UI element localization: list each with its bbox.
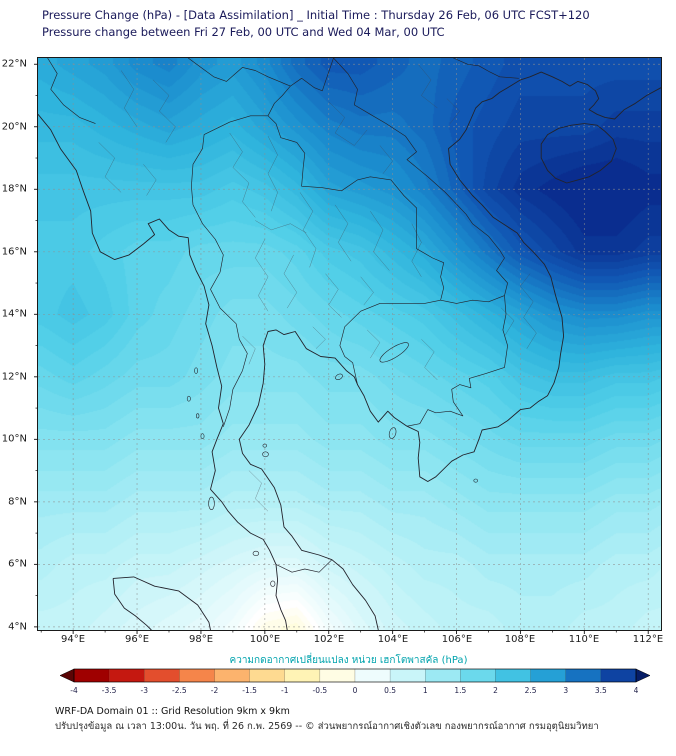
y-axis: 22°N 20°N 18°N 16°N 14°N 12°N 10°N 8°N 6°N 4°N (0, 58, 34, 633)
colorbar-tick-label: -2 (211, 686, 219, 695)
colorbar-tick-label: -4 (70, 686, 78, 695)
page-title: Pressure Change (hPa) - [Data Assimilati… (42, 8, 590, 22)
x-tick-label: 98°E (188, 634, 214, 645)
map-frame (34, 57, 662, 634)
figure-footer: WRF-DA Domain 01 :: Grid Resolution 9km … (55, 704, 599, 734)
footer-credit: ปรับปรุงข้อมูล ณ เวลา 13:00น. วัน พฤ. ที… (55, 721, 599, 732)
x-tick-label: 104°E (377, 634, 409, 645)
footer-domain-info: WRF-DA Domain 01 :: Grid Resolution 9km … (55, 706, 290, 717)
colorbar-tick-label: 2.5 (525, 686, 537, 695)
colorbar-tick-label: 1.5 (454, 686, 466, 695)
x-tick-label: 110°E (568, 634, 600, 645)
colorbar-tick-label: 0.5 (384, 686, 396, 695)
colorbar-tick-label: 4 (634, 686, 639, 695)
x-tick-label: 112°E (632, 634, 664, 645)
x-tick-label: 96°E (124, 634, 150, 645)
y-tick-label: 16°N (1, 246, 27, 258)
x-tick-label: 102°E (313, 634, 345, 645)
y-tick-label: 4°N (8, 621, 27, 633)
pressure-field-canvas (38, 58, 661, 630)
colorbar-label: ความกดอากาศเปลี่ยนแปลง หน่วย เฮกโตพาสคัล… (229, 655, 468, 666)
colorbar-tick-label: -3 (141, 686, 149, 695)
x-tick-label: 106°E (441, 634, 473, 645)
y-tick-label: 18°N (1, 183, 27, 195)
x-tick-label: 94°E (60, 634, 86, 645)
colorbar-tick-label: -2.5 (172, 686, 187, 695)
figure-header: Pressure Change (hPa) - [Data Assimilati… (42, 7, 590, 41)
colorbar-tick-label: -1.5 (242, 686, 257, 695)
y-tick-label: 20°N (1, 121, 27, 133)
y-tick-label: 10°N (1, 433, 27, 445)
colorbar-tick-label: -1 (281, 686, 289, 695)
colorbar-tick-label: 2 (493, 686, 498, 695)
x-tick-label: 108°E (504, 634, 536, 645)
x-tick-label: 100°E (249, 634, 281, 645)
colorbar-tick-label: -3.5 (102, 686, 117, 695)
y-tick-label: 12°N (1, 371, 27, 383)
y-tick-label: 6°N (8, 558, 27, 570)
page-subtitle: Pressure change between Fri 27 Feb, 00 U… (42, 25, 445, 39)
colorbar-tick-label: 3 (563, 686, 568, 695)
map-overlay-svg (34, 57, 662, 634)
y-tick-label: 14°N (1, 308, 27, 320)
y-tick-label: 22°N (1, 58, 27, 70)
colorbar-tick-label: -0.5 (313, 686, 328, 695)
colorbar-svg: -4 -3.5 -3 -2.5 -2 -1.5 -1 -0.5 0 0.5 1 1.5 2 2.5 3 3.5… (59, 668, 651, 695)
colorbar-tick-label: 1 (423, 686, 428, 695)
colorbar-tick-label: 0 (353, 686, 358, 695)
x-axis: 94°E 96°E 98°E 100°E 102°E 104°E 106°E 108°E 110… (38, 634, 664, 648)
colorbar-tick-label: 3.5 (595, 686, 607, 695)
y-tick-label: 8°N (8, 496, 27, 508)
